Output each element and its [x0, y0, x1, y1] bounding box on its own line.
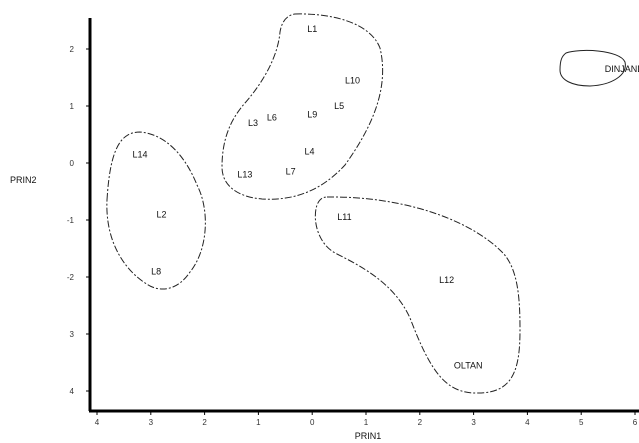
y-tick-label: 0 [70, 159, 75, 168]
y-tick-label: 1 [70, 102, 75, 111]
x-tick-label: 1 [364, 418, 369, 427]
point-labels: L1 L10 L5 L9 L6 L3 L4 L13 L7 L14 L2 L8 L11 L12 OLTAN DI… [133, 24, 639, 370]
cluster-outline-dinjand [559, 49, 626, 87]
y-tick-label: 2 [70, 45, 75, 54]
x-tick-label: 3 [471, 418, 476, 427]
x-tick-label: 0 [310, 418, 315, 427]
point-label-l1: L1 [307, 24, 317, 34]
point-label-oltan: OLTAN [454, 360, 483, 370]
point-label-l9: L9 [307, 110, 317, 120]
point-label-l6: L6 [267, 112, 277, 122]
x-tick-label: 2 [202, 418, 207, 427]
point-label-l14: L14 [133, 149, 148, 159]
x-axis-title: PRIN1 [355, 431, 382, 441]
point-label-l5: L5 [334, 101, 344, 111]
y-axis-title: PRIN2 [10, 175, 37, 185]
y-tick-label: 3 [70, 330, 75, 339]
x-tick-label: 5 [579, 418, 584, 427]
point-label-l13: L13 [237, 169, 252, 179]
point-label-l12: L12 [439, 275, 454, 285]
point-label-l11: L11 [337, 212, 351, 222]
x-tick-label: 2 [418, 418, 423, 427]
point-label-l3: L3 [248, 118, 258, 128]
cluster-outline-bottom [314, 196, 521, 394]
y-tick-label: 4 [70, 387, 75, 396]
x-tick-label: 4 [95, 418, 100, 427]
x-tick-label: 4 [525, 418, 530, 427]
point-label-l8: L8 [151, 266, 161, 276]
y-tick-label: -2 [67, 273, 75, 282]
point-label-dinjand: DINJAND [605, 64, 639, 74]
point-label-l2: L2 [157, 209, 167, 219]
point-label-l10: L10 [345, 75, 360, 85]
cluster-outline-center [221, 13, 384, 200]
point-label-l4: L4 [305, 147, 315, 157]
x-tick-label: 6 [633, 418, 638, 427]
x-tick-label: 1 [256, 418, 261, 427]
cluster-outlines [106, 13, 626, 394]
y-tick-label: -1 [67, 216, 75, 225]
x-tick-label: 3 [149, 418, 154, 427]
axes: 4 3 2 1 0 1 2 3 4 5 6 2 1 0 -1 -2 3 4 PRIN1 PRIN2 [10, 18, 639, 441]
point-label-l7: L7 [286, 167, 296, 177]
